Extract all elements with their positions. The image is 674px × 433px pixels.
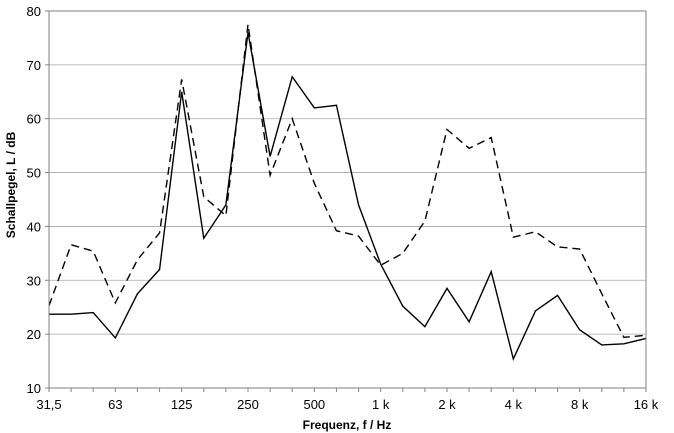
data-point-series-2 — [136, 258, 139, 261]
data-point-series-2 — [92, 250, 95, 253]
y-tick-label: 30 — [27, 273, 41, 288]
x-tick-label: 63 — [108, 397, 122, 412]
y-tick-label: 70 — [27, 58, 41, 73]
x-tick-label: 250 — [237, 397, 259, 412]
x-tick-label: 4 k — [505, 397, 523, 412]
tick-labels: 10 20 30 40 50 60 70 80 31,5 63 125 250 500 1 k 2 k 4 k… — [27, 4, 659, 412]
y-tick-label: 40 — [27, 219, 41, 234]
x-tick-label: 125 — [171, 397, 193, 412]
y-tick-label: 80 — [27, 4, 41, 19]
axes — [45, 10, 647, 392]
x-tick-label: 1 k — [372, 397, 390, 412]
data-point-series-2 — [423, 220, 426, 223]
series-line-1-solid — [49, 32, 647, 362]
x-tick-label: 2 k — [438, 397, 456, 412]
y-tick-label: 50 — [27, 166, 41, 181]
plot-area-border — [48, 10, 647, 389]
y-tick-label: 20 — [27, 327, 41, 342]
y-axis-title: Schallpegel, L / dB — [4, 131, 18, 238]
data-point-series-2 — [534, 230, 537, 233]
data-point-series-2 — [224, 214, 227, 217]
data-point-series-2 — [556, 245, 559, 248]
series-line-2-dashed — [48, 24, 647, 339]
series-lines — [48, 24, 647, 362]
x-tick-label: 16 k — [634, 397, 659, 412]
x-tick-label: 500 — [303, 397, 325, 412]
grid-lines — [49, 10, 646, 389]
y-tick-label: 60 — [27, 112, 41, 127]
x-tick-label: 31,5 — [36, 397, 61, 412]
x-tick-label: 8 k — [571, 397, 589, 412]
y-tick-label: 10 — [27, 381, 41, 396]
x-axis-title: Frequenz, f / Hz — [303, 418, 392, 432]
data-point-series-2 — [401, 252, 404, 255]
